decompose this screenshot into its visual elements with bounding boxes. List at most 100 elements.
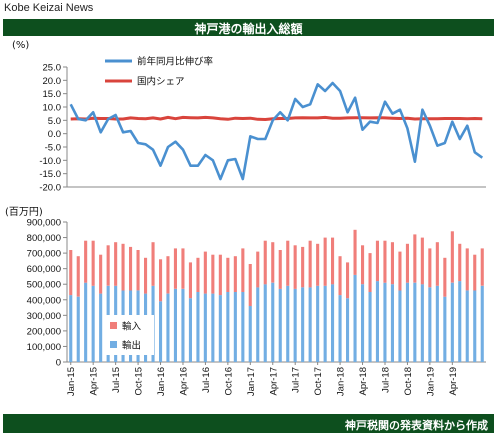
import-bar xyxy=(346,262,350,299)
import-bar xyxy=(159,259,163,302)
export-bar xyxy=(196,292,200,362)
share-legend-label: 国内シェア xyxy=(137,76,185,88)
import-bar xyxy=(435,242,439,286)
title-bar: 神戸港の輸出入総額 xyxy=(3,19,494,36)
export-bar xyxy=(278,288,282,362)
x-tick-label: Apr-17 xyxy=(268,367,279,396)
export-bar xyxy=(99,293,103,362)
yoy-legend-label: 前年同月比伸び率 xyxy=(137,56,214,68)
import-bar xyxy=(263,240,267,285)
import-bar xyxy=(301,246,305,288)
bar-y-tick-label: 700,000 xyxy=(27,249,61,260)
line-y-tick-label: 20.0 xyxy=(43,76,62,87)
export-bar xyxy=(331,284,335,362)
export-bar xyxy=(91,285,95,362)
import-bar xyxy=(398,251,402,291)
import-bar xyxy=(390,242,394,285)
line-y-tick-label: -5.0 xyxy=(45,143,61,154)
export-bar xyxy=(263,284,267,362)
import-bar xyxy=(383,240,387,283)
x-tick-label: Oct-16 xyxy=(223,367,234,396)
import-bar xyxy=(413,234,417,283)
export-bar xyxy=(450,282,454,362)
line-y-tick-label: -15.0 xyxy=(39,169,61,180)
import-bar xyxy=(129,246,133,291)
bar-legend-box xyxy=(104,315,154,355)
import-bar xyxy=(458,243,462,282)
export-bar xyxy=(435,285,439,362)
bar-y-unit-label: (百万円) xyxy=(5,207,43,218)
export-bar xyxy=(293,288,297,362)
bar-y-tick-label: 200,000 xyxy=(27,326,61,337)
import-bar xyxy=(226,257,230,292)
brand-logo-text: Kobe Keizai News xyxy=(4,2,94,14)
export-bar xyxy=(361,284,365,362)
import-bar xyxy=(286,240,290,286)
export-bar xyxy=(368,292,372,362)
import-bar xyxy=(480,248,484,286)
line-y-tick-label: -20.0 xyxy=(39,183,61,194)
export-bar xyxy=(203,293,207,362)
bar-y-tick-label: 900,000 xyxy=(27,218,61,229)
import-bar xyxy=(188,262,192,299)
import-bar xyxy=(233,256,237,292)
import-bar xyxy=(361,245,365,285)
x-tick-label: Oct-17 xyxy=(313,367,324,396)
export-bar xyxy=(173,288,177,362)
export-legend-swatch xyxy=(110,341,117,348)
export-bar xyxy=(375,281,379,362)
chart-canvas: 25.0 20.0 15.0 10.0 5.0 0.0 -5.0 -10.0 -15.0 -20.… xyxy=(27,56,486,396)
export-legend-label: 輸出 xyxy=(122,340,141,352)
domestic-share-line xyxy=(70,115,483,121)
export-bar xyxy=(69,295,73,362)
import-bar xyxy=(181,248,185,289)
line-y-tick-label: 0.0 xyxy=(48,129,61,140)
import-bar xyxy=(144,257,148,294)
import-bar xyxy=(323,237,327,286)
import-bar xyxy=(473,254,477,291)
export-bar xyxy=(241,292,245,362)
export-bar xyxy=(405,282,409,362)
import-bar xyxy=(248,264,252,306)
x-tick-label: Apr-18 xyxy=(358,367,369,396)
export-bar xyxy=(323,285,327,362)
import-bar xyxy=(428,248,432,288)
import-bar xyxy=(218,254,222,296)
source-note: 神戸税関の発表資料から作成 xyxy=(345,419,488,432)
bar-y-tick-label: 0 xyxy=(56,358,61,369)
import-bar xyxy=(256,251,260,288)
import-bar xyxy=(271,242,275,283)
import-legend-label: 輸入 xyxy=(122,321,142,333)
import-bar xyxy=(375,240,379,282)
export-bar xyxy=(286,285,290,362)
export-bar xyxy=(211,293,215,362)
x-tick-label: Apr-15 xyxy=(89,367,100,396)
x-tick-label: Jan-15 xyxy=(66,367,77,396)
export-bar xyxy=(390,284,394,362)
line-y-tick-label: 10.0 xyxy=(43,103,62,114)
import-bar xyxy=(368,253,372,292)
import-bar xyxy=(91,240,95,286)
import-bar xyxy=(405,243,409,283)
import-bar xyxy=(278,250,282,289)
export-bar xyxy=(428,287,432,362)
export-bar xyxy=(301,287,305,362)
import-legend-swatch xyxy=(110,322,117,329)
export-bar xyxy=(465,290,469,362)
export-bar xyxy=(346,298,350,362)
import-bar xyxy=(316,243,320,286)
line-y-tick-label: 25.0 xyxy=(43,63,62,74)
export-bar xyxy=(76,296,80,362)
export-bar xyxy=(398,290,402,362)
export-bar xyxy=(84,282,88,362)
export-bar xyxy=(480,285,484,362)
import-bar xyxy=(106,245,110,286)
x-tick-label: Jan-18 xyxy=(336,367,347,396)
bar-y-tick-label: 500,000 xyxy=(27,280,61,291)
import-bar xyxy=(241,248,245,292)
yoy-growth-line xyxy=(69,81,484,181)
import-bar xyxy=(450,231,454,283)
import-bar xyxy=(293,245,297,289)
x-tick-label: Jul-16 xyxy=(201,367,212,393)
export-bar xyxy=(473,290,477,362)
